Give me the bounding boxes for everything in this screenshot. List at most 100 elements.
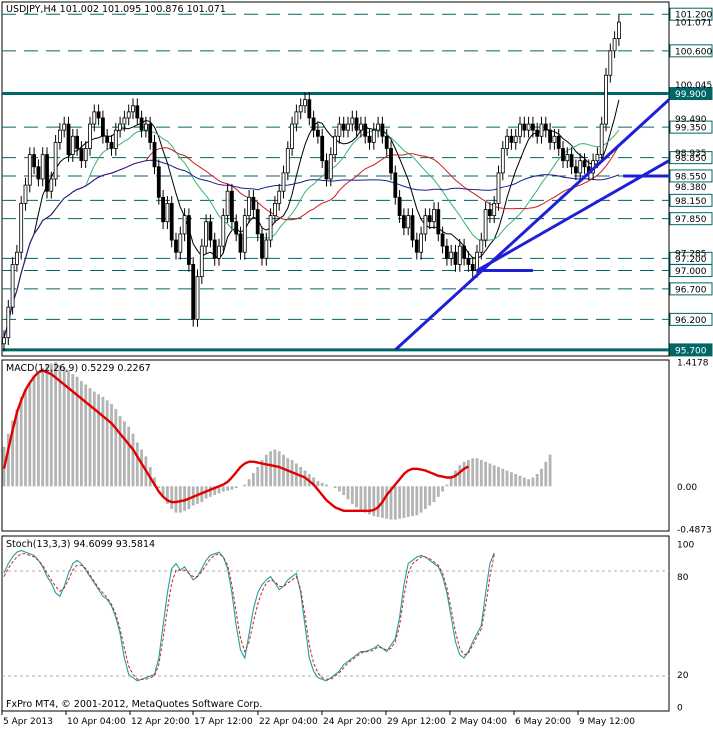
candle-body — [182, 215, 187, 235]
candle-body — [582, 160, 587, 168]
candle-body — [505, 135, 510, 149]
macd-bar — [286, 458, 290, 487]
candle-body — [14, 251, 19, 265]
macd-bar — [135, 442, 139, 487]
candle-body — [27, 154, 32, 186]
candle-body — [92, 111, 97, 125]
candle-body — [406, 215, 411, 229]
stoch-tick-label: 100 — [677, 541, 694, 551]
candle-body — [6, 306, 11, 339]
candle-body — [315, 129, 320, 137]
candle-body — [341, 123, 346, 131]
macd-bar — [243, 484, 247, 487]
candle-body — [539, 123, 544, 137]
stochastic-pane[interactable]: Stoch(13,3,3) 94.6099 93.5814 FxPro MT4,… — [1, 535, 670, 712]
candle-body — [10, 264, 15, 308]
macd-bar — [174, 486, 178, 513]
trendline[interactable] — [476, 159, 670, 272]
stochastic-label: Stoch(13,3,3) 94.6099 93.5814 — [6, 539, 155, 550]
candle-body — [32, 154, 36, 168]
macd-bar — [398, 486, 401, 519]
macd-tick-label: 0.00 — [677, 483, 697, 493]
macd-bar — [355, 486, 358, 508]
macd-bar — [49, 363, 53, 487]
time-tick-label: 9 May 12:00 — [579, 717, 635, 727]
macd-bar — [428, 486, 432, 506]
macd-bar — [402, 486, 406, 518]
time-tick-label: 10 Apr 04:00 — [67, 717, 126, 727]
price-label-box — [669, 120, 713, 134]
candle-body — [217, 245, 221, 259]
macd-bar — [385, 486, 389, 519]
macd-bar — [110, 403, 113, 487]
candle-body — [440, 233, 445, 247]
candle-body — [419, 233, 424, 253]
macd-histogram — [2, 362, 552, 520]
macd-bar — [436, 486, 440, 497]
macd-bar — [316, 481, 320, 487]
candle-body — [612, 38, 617, 52]
candle-body — [221, 215, 226, 247]
price-level-label: 97.200 — [675, 255, 707, 265]
price-level-label: 97.000 — [675, 267, 707, 277]
price-tick-label: 99.490 — [675, 115, 707, 125]
macd-bar — [424, 486, 427, 510]
symbol-header: USDJPY,H4 101.002 101.095 100.876 101.07… — [6, 4, 226, 15]
candle-body — [389, 148, 393, 174]
macd-bar — [37, 372, 40, 487]
candle-body — [272, 203, 277, 217]
macd-pane[interactable]: MACD(12,26,9) 0.5229 0.2267 — [1, 359, 670, 532]
candle-body — [88, 123, 92, 149]
candle-body — [608, 50, 613, 76]
candle-body — [350, 117, 355, 125]
macd-bar — [54, 362, 57, 487]
candle-body — [393, 172, 398, 198]
candle-body — [543, 123, 548, 131]
candle-body — [513, 135, 518, 143]
macd-bar — [105, 400, 109, 487]
candle-body — [79, 148, 84, 162]
candle-body — [53, 141, 58, 180]
time-tick-label: 12 Apr 20:00 — [131, 717, 190, 727]
macd-bar — [458, 465, 462, 487]
candle-body — [229, 190, 234, 223]
macd-bar — [252, 473, 255, 487]
macd-bar — [501, 468, 505, 487]
macd-bar — [492, 465, 496, 487]
trendline[interactable] — [394, 98, 671, 352]
candle-body — [70, 135, 75, 155]
macd-bar — [475, 458, 479, 487]
stoch-tick-label: 20 — [677, 671, 689, 681]
price-label-box — [669, 193, 713, 207]
price-pane[interactable]: USDJPY,H4 101.002 101.095 100.876 101.07… — [1, 1, 684, 357]
macd-bar — [454, 470, 457, 487]
macd-label: MACD(12,26,9) 0.5229 0.2267 — [6, 363, 151, 374]
candle-body — [578, 160, 583, 174]
macd-bar — [92, 391, 96, 487]
candle-body — [346, 123, 350, 131]
macd-bar — [269, 451, 272, 487]
macd-bar — [157, 486, 161, 489]
candle-body — [492, 203, 497, 217]
candle-body — [500, 148, 505, 174]
macd-bar — [441, 486, 444, 492]
candle-body — [397, 196, 402, 217]
macd-bar — [540, 468, 543, 487]
macd-bar — [41, 367, 45, 487]
macd-bar — [488, 463, 492, 487]
candle-body — [118, 123, 122, 131]
candle-body — [178, 233, 183, 253]
macd-bar — [531, 477, 535, 487]
macd-bar — [522, 477, 526, 487]
stochastic-main-line — [3, 549, 495, 682]
time-tick-label: 22 Apr 04:00 — [259, 717, 318, 727]
macd-bar — [80, 381, 83, 487]
candle-body — [565, 154, 570, 162]
macd-bar — [393, 486, 397, 520]
macd-bar — [19, 396, 23, 487]
candle-body — [242, 215, 247, 253]
candle-body — [509, 135, 514, 143]
candle-body — [436, 209, 441, 235]
macd-bar — [213, 486, 217, 496]
candle-body — [595, 154, 600, 162]
